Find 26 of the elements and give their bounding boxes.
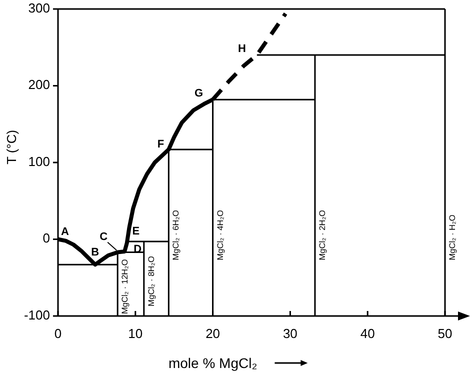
annotation: G xyxy=(194,87,204,100)
x-tick-label: 0 xyxy=(54,326,62,341)
annotation: E xyxy=(132,225,140,238)
y-tick-label: -100 xyxy=(24,307,50,322)
annotation: MgCl₂ · H₂O xyxy=(447,214,457,260)
x-tick-label: 50 xyxy=(438,326,452,341)
x-tick-label: 10 xyxy=(128,326,143,341)
x-axis-title: mole % MgCl₂ xyxy=(168,355,258,371)
annotation: A xyxy=(61,226,70,238)
x-tick-label: 20 xyxy=(206,326,220,341)
annotation: MgCl₂ · 6H₂O xyxy=(170,209,181,260)
y-axis-title: T (°C) xyxy=(4,130,19,164)
y-tick-label: 100 xyxy=(28,154,50,169)
y-tick-label: 200 xyxy=(28,77,50,92)
annotation: MgCl₂ · 8H₂O xyxy=(146,256,156,306)
annotation: MgCl₂ · 12H₂O xyxy=(120,258,130,314)
annotation: MgCl₂ · 2H₂O xyxy=(316,209,327,260)
annotation: MgCl₂ · 4H₂O xyxy=(214,209,225,260)
annotation: C xyxy=(100,231,108,244)
annotation: F xyxy=(157,138,164,150)
annotation: H xyxy=(238,42,246,55)
annotation: B xyxy=(91,246,100,258)
y-tick-label: 0 xyxy=(42,230,50,246)
x-tick-label: 30 xyxy=(282,326,298,341)
x-tick-label: 40 xyxy=(360,326,375,341)
y-tick-label: 300 xyxy=(28,0,50,16)
